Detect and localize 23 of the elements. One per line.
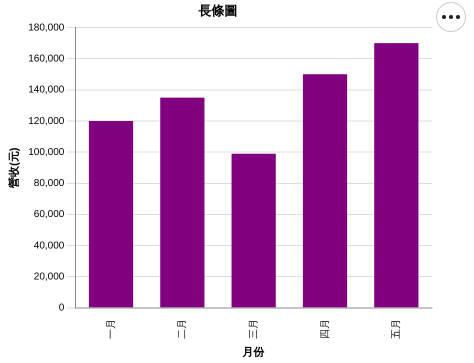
x-tick-label: 四月 xyxy=(320,318,331,339)
x-tick-label: 二月 xyxy=(177,318,188,339)
bar xyxy=(302,74,348,308)
x-axis-title: 月份 xyxy=(242,346,266,358)
bar xyxy=(232,154,276,308)
y-tick-label: 0 xyxy=(58,302,65,314)
y-tick-label: 180,000 xyxy=(28,22,65,34)
x-tick-label: 一月 xyxy=(106,318,117,339)
bar xyxy=(374,43,418,308)
y-tick-label: 20,000 xyxy=(34,271,65,282)
x-tick-label: 五月 xyxy=(391,318,402,339)
y-tick-label: 140,000 xyxy=(28,84,65,96)
bar xyxy=(160,98,204,308)
y-tick-label: 100,000 xyxy=(28,146,65,158)
y-tick-label: 60,000 xyxy=(34,209,65,220)
chart-title: 長條圖 xyxy=(198,4,238,20)
y-axis-title: 營收(元) xyxy=(8,147,21,188)
bar xyxy=(88,121,134,308)
y-tick-label: 120,000 xyxy=(28,116,65,127)
y-tick-label: 160,000 xyxy=(28,53,65,64)
x-tick-label: 三月 xyxy=(248,318,260,339)
y-tick-label: 80,000 xyxy=(34,178,65,190)
y-tick-label: 40,000 xyxy=(34,240,65,252)
